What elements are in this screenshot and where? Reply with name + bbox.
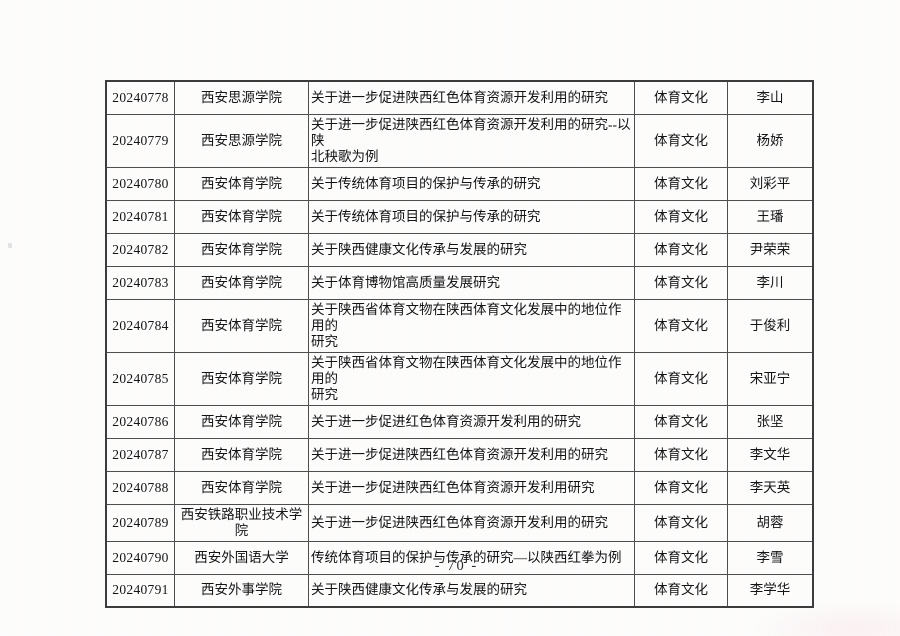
cell-category: 体育文化 (634, 232, 728, 267)
cell-project-leader: 刘彩平 (727, 166, 814, 201)
cell-project-title: 关于进一步促进陕西红色体育资源开发利用的研究 (308, 80, 635, 115)
cell-project-title: 关于陕西省体育文物在陕西体育文化发展中的地位作用的 研究 (308, 298, 635, 353)
cell-project-id: 20240785 (105, 351, 175, 406)
cell-category: 体育文化 (634, 199, 728, 234)
table-row: 20240778 西安思源学院 关于进一步促进陕西红色体育资源开发利用的研究 体… (105, 80, 814, 115)
cell-project-leader: 于俊利 (727, 298, 814, 353)
projects-table: 20240778 西安思源学院 关于进一步促进陕西红色体育资源开发利用的研究 体… (105, 80, 814, 608)
cell-project-leader: 李川 (727, 265, 814, 300)
projects-tbody: 20240778 西安思源学院 关于进一步促进陕西红色体育资源开发利用的研究 体… (105, 80, 814, 608)
cell-category: 体育文化 (634, 113, 728, 168)
table-row: 20240782 西安体育学院 关于陕西健康文化传承与发展的研究 体育文化 尹荣… (105, 232, 814, 267)
cell-project-leader: 尹荣荣 (727, 232, 814, 267)
table-row: 20240780 西安体育学院 关于传统体育项目的保护与传承的研究 体育文化 刘… (105, 166, 814, 201)
cell-project-title: 关于进一步促进陕西红色体育资源开发利用的研究 (308, 437, 635, 472)
cell-category: 体育文化 (634, 573, 728, 608)
cell-project-title: 关于传统体育项目的保护与传承的研究 (308, 166, 635, 201)
cell-project-id: 20240790 (105, 540, 175, 575)
cell-project-id: 20240791 (105, 573, 175, 608)
cell-institution: 西安体育学院 (174, 351, 309, 406)
cell-institution: 西安思源学院 (174, 113, 309, 168)
cell-project-id: 20240779 (105, 113, 175, 168)
cell-project-title: 传统体育项目的保护与传承的研究—以陕西红拳为例 (308, 540, 635, 575)
cell-category: 体育文化 (634, 298, 728, 353)
table-row: 20240784 西安体育学院 关于陕西省体育文物在陕西体育文化发展中的地位作用… (105, 298, 814, 353)
cell-project-leader: 李山 (727, 80, 814, 115)
cell-project-leader: 杨娇 (727, 113, 814, 168)
cell-project-leader: 李天英 (727, 470, 814, 505)
cell-project-id: 20240789 (105, 503, 175, 542)
cell-category: 体育文化 (634, 503, 728, 542)
cell-project-title: 关于体育博物馆高质量发展研究 (308, 265, 635, 300)
scan-artifact-dot (8, 243, 12, 248)
cell-project-id: 20240786 (105, 404, 175, 439)
cell-project-id: 20240788 (105, 470, 175, 505)
table-row: 20240788 西安体育学院 关于进一步促进陕西红色体育资源开发利用研究 体育… (105, 470, 814, 505)
cell-project-leader: 宋亚宁 (727, 351, 814, 406)
cell-category: 体育文化 (634, 437, 728, 472)
cell-project-title: 关于进一步促进红色体育资源开发利用的研究 (308, 404, 635, 439)
cell-project-id: 20240784 (105, 298, 175, 353)
cell-category: 体育文化 (634, 404, 728, 439)
cell-institution: 西安体育学院 (174, 232, 309, 267)
cell-project-id: 20240780 (105, 166, 175, 201)
table-row: 20240779 西安思源学院 关于进一步促进陕西红色体育资源开发利用的研究--… (105, 113, 814, 168)
cell-project-id: 20240787 (105, 437, 175, 472)
cell-project-title: 关于陕西健康文化传承与发展的研究 (308, 232, 635, 267)
cell-project-leader: 王璠 (727, 199, 814, 234)
cell-institution: 西安体育学院 (174, 404, 309, 439)
cell-project-leader: 李雪 (727, 540, 814, 575)
cell-institution: 西安铁路职业技术学院 (174, 503, 309, 542)
table-row: 20240789 西安铁路职业技术学院 关于进一步促进陕西红色体育资源开发利用的… (105, 503, 814, 542)
table-row: 20240790 西安外国语大学 传统体育项目的保护与传承的研究—以陕西红拳为例… (105, 540, 814, 575)
cell-project-title: 关于陕西健康文化传承与发展的研究 (308, 573, 635, 608)
cell-category: 体育文化 (634, 470, 728, 505)
cell-institution: 西安体育学院 (174, 437, 309, 472)
cell-project-id: 20240782 (105, 232, 175, 267)
cell-institution: 西安体育学院 (174, 265, 309, 300)
cell-project-title: 关于进一步促进陕西红色体育资源开发利用的研究 (308, 503, 635, 542)
table-row: 20240786 西安体育学院 关于进一步促进红色体育资源开发利用的研究 体育文… (105, 404, 814, 439)
cell-institution: 西安思源学院 (174, 80, 309, 115)
table-row: 20240781 西安体育学院 关于传统体育项目的保护与传承的研究 体育文化 王… (105, 199, 814, 234)
cell-project-leader: 张坚 (727, 404, 814, 439)
cell-project-leader: 李文华 (727, 437, 814, 472)
cell-category: 体育文化 (634, 351, 728, 406)
cell-project-id: 20240783 (105, 265, 175, 300)
cell-project-title: 关于进一步促进陕西红色体育资源开发利用研究 (308, 470, 635, 505)
cell-category: 体育文化 (634, 80, 728, 115)
cell-institution: 西安体育学院 (174, 166, 309, 201)
cell-project-id: 20240781 (105, 199, 175, 234)
cell-project-leader: 李学华 (727, 573, 814, 608)
table-row: 20240783 西安体育学院 关于体育博物馆高质量发展研究 体育文化 李川 (105, 265, 814, 300)
table-row: 20240787 西安体育学院 关于进一步促进陕西红色体育资源开发利用的研究 体… (105, 437, 814, 472)
cell-project-title: 关于传统体育项目的保护与传承的研究 (308, 199, 635, 234)
cell-category: 体育文化 (634, 265, 728, 300)
cell-project-title: 关于陕西省体育文物在陕西体育文化发展中的地位作用的 研究 (308, 351, 635, 406)
cell-project-leader: 胡蓉 (727, 503, 814, 542)
cell-institution: 西安体育学院 (174, 298, 309, 353)
table-row: 20240785 西安体育学院 关于陕西省体育文物在陕西体育文化发展中的地位作用… (105, 351, 814, 406)
cell-institution: 西安外事学院 (174, 573, 309, 608)
cell-project-id: 20240778 (105, 80, 175, 115)
cell-institution: 西安外国语大学 (174, 540, 309, 575)
cell-institution: 西安体育学院 (174, 470, 309, 505)
page-number: - 70 - (434, 558, 479, 574)
cell-project-title: 关于进一步促进陕西红色体育资源开发利用的研究--以陕 北秧歌为例 (308, 113, 635, 168)
cell-institution: 西安体育学院 (174, 199, 309, 234)
cell-category: 体育文化 (634, 166, 728, 201)
table-row: 20240791 西安外事学院 关于陕西健康文化传承与发展的研究 体育文化 李学… (105, 573, 814, 608)
